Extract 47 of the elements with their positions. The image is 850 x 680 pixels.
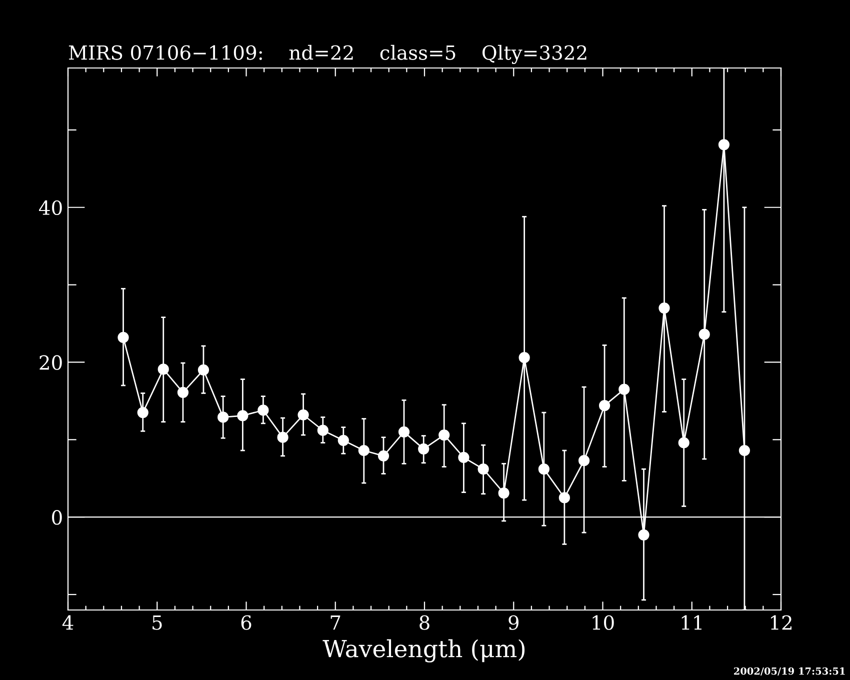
point — [458, 452, 470, 464]
point — [418, 443, 430, 455]
x-axis-title: Wavelength (μm) — [322, 639, 525, 662]
point — [258, 404, 269, 416]
text: 2002/05/19 17:53:51 — [734, 667, 845, 676]
x-tick-label: 5 — [152, 615, 162, 630]
x-tick-label: 9 — [508, 615, 518, 630]
point — [378, 450, 390, 462]
point — [518, 352, 530, 364]
point — [578, 455, 590, 466]
point — [398, 426, 410, 438]
point — [618, 384, 630, 395]
point — [298, 409, 309, 420]
point — [237, 410, 248, 422]
point — [218, 412, 229, 423]
y-tick-label: 20 — [40, 355, 62, 370]
point — [558, 492, 570, 504]
point — [198, 364, 210, 376]
x-tick-label: 12 — [771, 615, 792, 630]
point — [478, 464, 489, 475]
point — [718, 139, 730, 150]
point — [738, 444, 750, 456]
point — [698, 328, 710, 340]
point — [277, 432, 288, 443]
x-tick-label: 11 — [682, 615, 702, 630]
point — [177, 386, 189, 398]
point — [678, 437, 690, 448]
y-tick-label: 0 — [52, 510, 62, 525]
point — [358, 444, 370, 456]
x-tick-label: 7 — [330, 615, 340, 630]
y-tick-label: 40 — [38, 200, 62, 216]
point — [538, 464, 550, 475]
chart-title: MIRS 07106−1109: nd=22 class=5 Qlty=3322 — [68, 44, 586, 64]
x-tick-label: 4 — [62, 615, 74, 630]
point — [317, 424, 328, 436]
x-tick-label: 6 — [241, 615, 252, 630]
point — [137, 407, 148, 418]
point — [338, 434, 349, 446]
point — [638, 529, 650, 540]
point — [598, 400, 610, 412]
point — [498, 488, 510, 499]
x-tick-label: 8 — [420, 615, 430, 630]
point — [158, 364, 169, 375]
x-tick-label: 10 — [592, 615, 614, 630]
point — [658, 302, 670, 314]
point — [118, 332, 129, 344]
point — [438, 429, 450, 441]
